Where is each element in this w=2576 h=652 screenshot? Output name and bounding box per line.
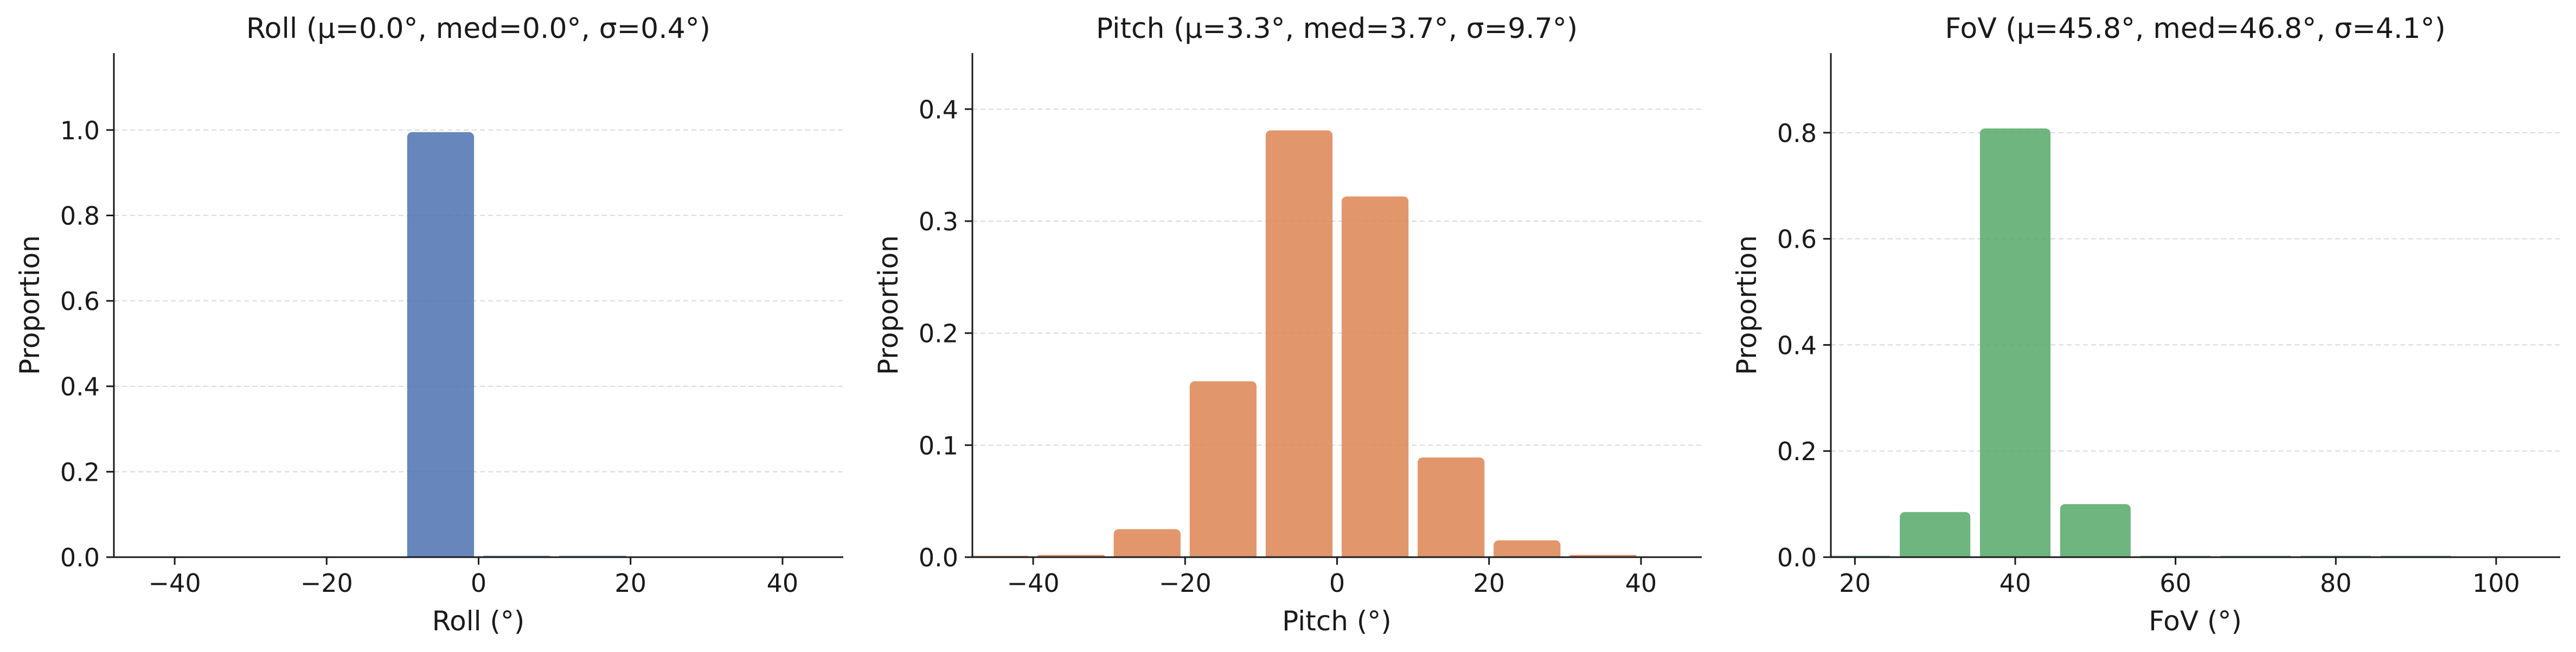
- pitch-y-tick-label: 0.3: [919, 207, 958, 236]
- pitch-x-tick-label: −40: [1007, 569, 1060, 598]
- pitch-y-tick-label: 0.1: [919, 431, 958, 460]
- fov-x-ticks: 20 40 60 80 100: [1839, 557, 2520, 598]
- fov-bars: [1831, 128, 2451, 557]
- pitch-x-tick-label: 20: [1473, 569, 1505, 598]
- roll-x-tick-label: −40: [149, 569, 201, 598]
- pitch-y-axis-label: Proportion: [873, 235, 904, 375]
- roll-y-tick-label: 0.2: [60, 457, 100, 487]
- pitch-x-ticks: −40 −20 0 20 40: [1007, 557, 1657, 598]
- roll-y-tick-label: 0.4: [60, 372, 100, 402]
- roll-x-tick-label: −20: [300, 569, 353, 598]
- roll-y-tick-label: 0.6: [60, 287, 100, 316]
- fov-bar: [1979, 128, 2050, 557]
- fov-x-axis-label: FoV (°): [2149, 605, 2242, 637]
- fov-gridlines: [1831, 132, 2560, 452]
- pitch-bar: [1189, 381, 1257, 557]
- roll-y-axis-label: Proportion: [14, 235, 46, 375]
- roll-x-axis-label: Roll (°): [432, 605, 525, 637]
- pitch-x-axis-label: Pitch (°): [1282, 605, 1392, 637]
- roll-histogram-panel: Roll (μ=0.0°, med=0.0°, σ=0.4°) 0.00.20.…: [14, 12, 843, 637]
- fov-x-tick-label: 80: [2320, 569, 2352, 598]
- roll-x-ticks: −40 −20 0 20 40: [149, 557, 799, 598]
- roll-x-tick-label: 0: [471, 569, 486, 598]
- pitch-y-tick-label: 0.4: [919, 95, 958, 124]
- roll-x-tick-label: 20: [614, 569, 646, 598]
- roll-y-tick-label: 1.0: [60, 116, 100, 145]
- fov-y-tick-label: 0.0: [1777, 543, 1817, 572]
- fov-x-tick-label: 60: [2160, 569, 2191, 598]
- fov-bar: [1900, 512, 1971, 557]
- fov-x-tick-label: 20: [1839, 569, 1871, 598]
- fov-bar: [2060, 504, 2131, 557]
- pitch-x-tick-label: 0: [1329, 569, 1345, 598]
- roll-gridlines: [114, 129, 843, 473]
- pitch-bar: [1113, 529, 1181, 557]
- pitch-bar: [1418, 457, 1485, 557]
- roll-title: Roll (μ=0.0°, med=0.0°, σ=0.4°): [246, 12, 710, 45]
- fov-x-tick-label: 40: [2000, 569, 2032, 598]
- pitch-y-tick-label: 0.2: [919, 319, 958, 348]
- roll-bars: [407, 132, 626, 557]
- pitch-bar: [1341, 196, 1409, 557]
- pitch-bars: [972, 130, 1637, 557]
- pitch-histogram-panel: Pitch (μ=3.3°, med=3.7°, σ=9.7°) 0.00.10…: [873, 12, 1702, 637]
- fov-y-axis-label: Proportion: [1731, 235, 1763, 375]
- pitch-x-tick-label: −20: [1159, 569, 1212, 598]
- fov-y-tick-label: 0.6: [1777, 225, 1817, 254]
- fov-y-tick-label: 0.8: [1777, 119, 1817, 148]
- fov-x-tick-label: 100: [2472, 569, 2520, 598]
- fov-y-tick-label: 0.2: [1777, 437, 1817, 466]
- pitch-gridlines: [972, 108, 1702, 446]
- fov-y-tick-label: 0.4: [1777, 331, 1817, 360]
- fov-histogram-panel: FoV (μ=45.8°, med=46.8°, σ=4.1°) 0.00.20…: [1731, 12, 2560, 637]
- pitch-y-ticks: 0.0 0.1 0.2 0.3 0.4: [919, 95, 972, 572]
- roll-bar: [407, 132, 475, 557]
- roll-y-ticks: 0.0 0.2 0.4 0.6 0.8 1.0: [60, 116, 114, 572]
- pitch-bar: [1265, 130, 1333, 557]
- pitch-y-tick-label: 0.0: [919, 543, 958, 572]
- fov-y-ticks: 0.0 0.2 0.4 0.6 0.8: [1777, 119, 1831, 572]
- fov-title: FoV (μ=45.8°, med=46.8°, σ=4.1°): [1945, 12, 2445, 45]
- roll-y-tick-label: 0.8: [60, 201, 100, 230]
- roll-x-tick-label: 40: [767, 569, 799, 598]
- pitch-x-tick-label: 40: [1625, 569, 1657, 598]
- pitch-bar: [1494, 540, 1561, 557]
- roll-y-tick-label: 0.0: [60, 543, 100, 572]
- pitch-title: Pitch (μ=3.3°, med=3.7°, σ=9.7°): [1096, 12, 1578, 45]
